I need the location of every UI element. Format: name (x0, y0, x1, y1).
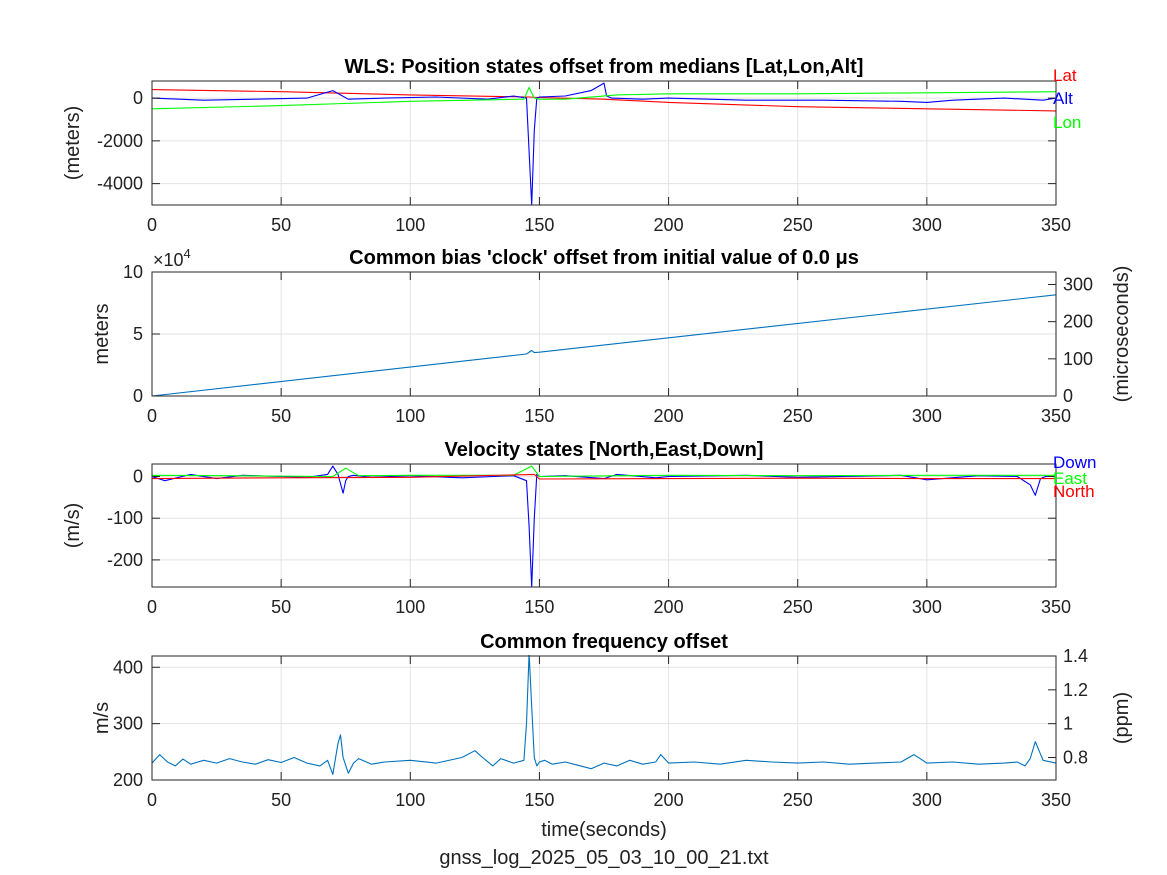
x-tick-label: 150 (524, 790, 554, 810)
y-axis-label-right: (ppm) (1111, 692, 1133, 744)
panel-3: 0 50 100 150 200 250 300 350 0 -100 -200 Velocity s… (62, 439, 1096, 617)
x-tick-label: 50 (271, 406, 291, 426)
series-group (152, 294, 1056, 397)
y-tick-label-right: 100 (1063, 349, 1093, 369)
x-tick-label: 50 (271, 597, 291, 617)
x-tick-label: 250 (783, 790, 813, 810)
y-tick-label-right: 0.8 (1063, 748, 1088, 768)
x-tick-label: 0 (147, 790, 157, 810)
y-tick-label: 400 (113, 657, 143, 677)
panel-1: 0 50 100 150 200 250 300 350 0 -2000 -4000 WLS: Pos… (62, 56, 1081, 235)
x-tick-label: 300 (912, 215, 942, 235)
series-line-1 (152, 294, 1056, 397)
y-tick-label: 10 (123, 262, 143, 282)
series-line-east (152, 465, 1056, 478)
y-exponent-label: ×104 (153, 246, 191, 270)
axes-frame (151, 463, 1057, 588)
x-tick-label: 250 (783, 597, 813, 617)
y-axis-label: (meters) (62, 106, 84, 180)
series-line-1 (152, 655, 1056, 775)
x-tick-label: 200 (654, 597, 684, 617)
series-line-down (152, 465, 1056, 588)
y-tick-label: -100 (107, 508, 143, 528)
x-tick-label: 250 (783, 215, 813, 235)
series-line-alt (152, 82, 1056, 206)
panel-title: Common bias 'clock' offset from initial … (349, 247, 859, 269)
x-tick-label: 50 (271, 790, 291, 810)
y-tick-label: 0 (133, 386, 143, 406)
y-axis-label: meters (91, 303, 113, 364)
legend-label-down: Down (1053, 453, 1096, 472)
x-tick-label: 0 (147, 406, 157, 426)
y-tick-label-right: 300 (1063, 274, 1093, 294)
series-line-lon (152, 86, 1056, 110)
series-group (152, 82, 1056, 206)
y-tick-label-right: 1.4 (1063, 646, 1088, 666)
y-tick-label: 0 (133, 467, 143, 487)
axes-frame (151, 655, 1057, 781)
x-tick-label: 350 (1041, 215, 1071, 235)
x-tick-label: 100 (395, 215, 425, 235)
y-tick-label-right: 1 (1063, 714, 1073, 734)
x-tick-label: 0 (147, 597, 157, 617)
series-line-north (152, 473, 1056, 480)
x-tick-label: 350 (1041, 406, 1071, 426)
footer-filename: gnss_log_2025_05_03_10_00_21.txt (439, 847, 769, 869)
x-tick-label: 100 (395, 406, 425, 426)
y-tick-label-right: 200 (1063, 312, 1093, 332)
x-tick-label: 150 (524, 215, 554, 235)
x-tick-label: 350 (1041, 597, 1071, 617)
panel-title: WLS: Position states offset from medians… (345, 56, 864, 78)
y-tick-label: 5 (133, 324, 143, 344)
y-axis-label: (m/s) (62, 503, 84, 549)
series-group (152, 655, 1056, 775)
x-axis-label: time(seconds) (541, 819, 667, 841)
series-group (152, 465, 1056, 588)
y-tick-label-right: 0 (1063, 386, 1073, 406)
legend-label-alt: Alt (1053, 89, 1073, 108)
x-tick-label: 300 (912, 790, 942, 810)
x-tick-label: 150 (524, 597, 554, 617)
x-tick-label: 50 (271, 215, 291, 235)
panel-title: Velocity states [North,East,Down] (445, 439, 764, 461)
panel-4: 0 50 100 150 200 250 300 350 200 300 400 0.8 1 1.2 1.4… (91, 631, 1133, 841)
x-tick-label: 150 (524, 406, 554, 426)
y-tick-label-right: 1.2 (1063, 680, 1088, 700)
x-tick-label: 300 (912, 597, 942, 617)
y-tick-label: 200 (113, 770, 143, 790)
legend-label-north: North (1053, 482, 1095, 501)
y-tick-label: -200 (107, 550, 143, 570)
y-tick-label: 300 (113, 714, 143, 734)
x-tick-label: 250 (783, 406, 813, 426)
axes-frame (151, 80, 1057, 206)
x-tick-label: 200 (654, 790, 684, 810)
x-tick-label: 300 (912, 406, 942, 426)
x-tick-label: 100 (395, 790, 425, 810)
x-tick-label: 200 (654, 406, 684, 426)
legend-label-east: East (1053, 469, 1087, 488)
x-tick-label: 0 (147, 215, 157, 235)
x-tick-label: 350 (1041, 790, 1071, 810)
legend-label-lat: Lat (1053, 66, 1077, 85)
y-tick-label: -4000 (97, 174, 143, 194)
x-tick-label: 100 (395, 597, 425, 617)
panel-title: Common frequency offset (480, 631, 728, 653)
legend-label-lon: Lon (1053, 113, 1081, 132)
y-tick-label: -2000 (97, 131, 143, 151)
y-axis-label: m/s (91, 702, 113, 734)
y-tick-label: 0 (133, 88, 143, 108)
x-tick-label: 200 (654, 215, 684, 235)
y-axis-label-right: (microseconds) (1111, 266, 1133, 403)
